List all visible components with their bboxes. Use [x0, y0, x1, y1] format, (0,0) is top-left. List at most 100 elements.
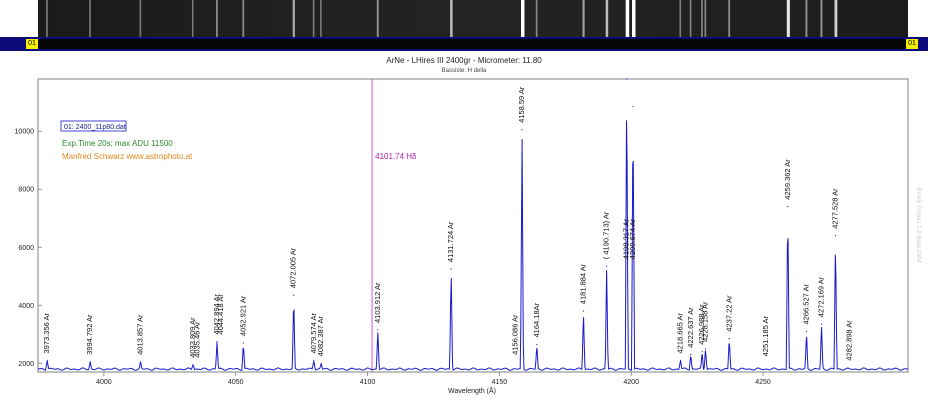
peak-point [787, 206, 789, 208]
peak-point [626, 78, 628, 80]
peak-label: 4082.387 Ar [316, 315, 325, 356]
peak-label: 4079.574 Ar [309, 313, 318, 354]
strip-emission-line [320, 0, 322, 37]
peak-point [606, 265, 608, 267]
strip-emission-line [704, 0, 707, 37]
peak-label: 4103.912 Ar [373, 282, 382, 323]
strip-emission-line [242, 0, 245, 37]
y-tick-label: 6000 [18, 245, 34, 252]
peak-label: 4013.857 Ar [136, 314, 145, 355]
exposure-annotation: Exp.Time 20s; max ADU 11500 [62, 139, 173, 148]
peak-label: 4131.724 Ar [446, 221, 455, 262]
strip-emission-line [535, 0, 538, 37]
y-tick-label: 10000 [15, 129, 35, 136]
peak-point [242, 342, 244, 344]
x-tick-label: 4250 [755, 379, 771, 386]
x-tick-label: 4150 [492, 379, 508, 386]
file-label-box [60, 120, 127, 132]
peak-label: 4226.988 Ar [697, 304, 706, 345]
peak-label: 3973.356 Ar [42, 313, 51, 354]
strip-emission-line [701, 0, 703, 37]
peak-point [450, 268, 452, 270]
peak-label: 4259.362 Ar [783, 159, 792, 200]
peak-label: 4072.005 Ar [289, 247, 298, 288]
peak-label: 4164.18Ar [532, 302, 541, 337]
peak-label: 4044.418 Ar [216, 294, 225, 335]
strip-black-band [38, 39, 908, 49]
chart-subtitle: Bassiste: H della [441, 68, 487, 74]
strip-emission-line [139, 0, 142, 37]
badge-right: 01 [906, 39, 918, 49]
peak-label: 4181.884 Ar [579, 263, 588, 304]
peak-point [701, 351, 703, 353]
peak-label: 4272.169 Ar [817, 276, 826, 317]
y-tick-label: 4000 [18, 303, 34, 310]
strip-frame-left [0, 0, 38, 37]
strip-emission-line [786, 0, 790, 37]
h-delta-marker-line [371, 79, 374, 372]
peak-point [690, 353, 692, 356]
x-tick-label: 4200 [623, 379, 639, 386]
y-tick-label: 8000 [18, 187, 34, 194]
peak-point [632, 105, 634, 108]
x-tick-label: 4050 [228, 379, 244, 386]
side-label: BASS Project 1.8 Beta 2004 [915, 187, 921, 263]
strip-emission-line [292, 0, 295, 37]
peak-label: 4200.674 Ar [628, 218, 637, 259]
peak-label: 4277.528 Ar [831, 188, 840, 229]
strip-emission-line [820, 0, 823, 37]
peak-label: 4156.086 Ar [510, 314, 519, 355]
strip-emission-line [605, 0, 609, 37]
peak-label: 4158.59 Ar [517, 86, 526, 123]
strip-emission-line [216, 0, 218, 37]
strip-emission-line [521, 0, 525, 37]
peak-label: 4251.185 Ar [761, 315, 770, 356]
peak-point [704, 348, 707, 350]
peak-label: 4218.665 Ar [676, 313, 685, 354]
peak-point [313, 359, 315, 361]
chart-title: ArNe - LHires III 2400gr - Micrometer: 1… [386, 56, 542, 65]
peak-label: 4052.921 Ar [238, 295, 247, 336]
peak-label: 4035.46 Ar [193, 321, 202, 358]
peak-point [834, 235, 837, 237]
strip-emission-line [728, 0, 731, 37]
strip-emission-line [312, 0, 315, 37]
peak-point [805, 330, 808, 332]
strip-emission-line [582, 0, 585, 37]
peak-label: 4033.809 Ar [188, 317, 197, 358]
plot-frame [37, 78, 909, 373]
peak-point [521, 129, 523, 131]
peak-label: 4222.637 Ar [686, 307, 695, 348]
spectrum-series-line [38, 120, 908, 371]
peak-label: 4237.22 Ar [724, 295, 733, 332]
author-annotation: Manfred Schwarz www.astrophoto.at [62, 152, 193, 161]
strip-emission-line [834, 0, 838, 37]
peak-label: 4228.158 Ar [701, 301, 710, 342]
peak-point [46, 359, 48, 361]
peak-label: 4042.894 Ar [212, 294, 221, 335]
peak-label: 3994.792 Ar [85, 314, 94, 355]
peak-label: 4198.317 Ar [622, 218, 631, 259]
y-tick-label: 2000 [18, 361, 34, 368]
spectrum-strip-image [38, 0, 908, 37]
strip-emission-line [625, 0, 630, 37]
strip-emission-line [679, 0, 682, 37]
peak-label: 4282.898 Ar [845, 320, 854, 361]
peak-point [293, 294, 295, 296]
strip-emission-line [689, 0, 692, 37]
strip-emission-line [632, 0, 636, 37]
x-tick-label: 4000 [96, 379, 112, 386]
strip-emission-line [450, 0, 453, 37]
strip-emission-line [192, 0, 194, 37]
peak-label: 4266.527 Ar [802, 284, 811, 325]
peak-label: ( 4190.713) Ar [602, 211, 611, 259]
peak-point [820, 323, 823, 325]
strip-emission-line [805, 0, 808, 37]
file-label: 01: 2400_11p80.dat [64, 124, 126, 131]
peak-point [536, 343, 538, 346]
strip-frame-right [908, 0, 928, 37]
peak-point [192, 364, 194, 366]
strip-emission-line [46, 0, 48, 37]
h-delta-marker-label: 4101.74 Hδ [375, 152, 417, 161]
